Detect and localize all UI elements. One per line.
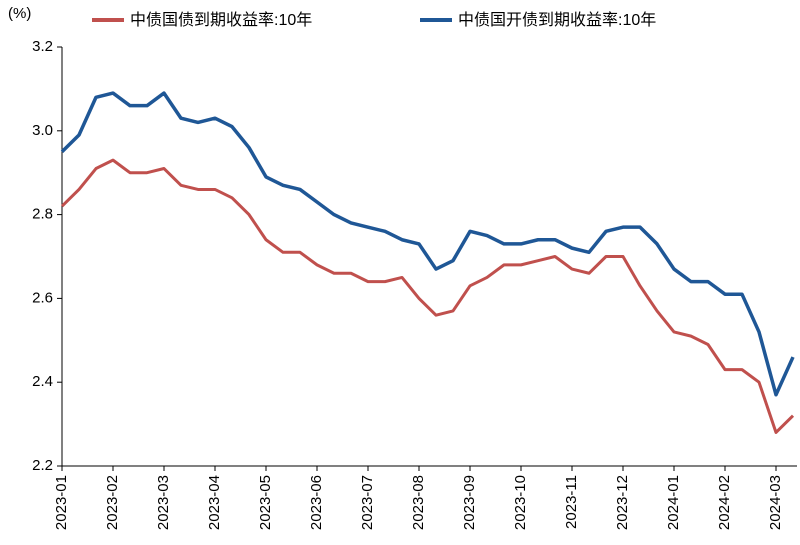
x-tick-label: 2023-04 [206,475,223,530]
x-tick-label: 2023-01 [53,475,70,530]
x-tick-label: 2024-02 [716,475,733,530]
x-tick-label: 2023-03 [155,475,172,530]
y-tick-label: 2.6 [32,289,53,306]
y-axis-label: (%) [8,5,31,22]
legend-label: 中债国开债到期收益率:10年 [458,11,656,29]
x-tick-label: 2023-02 [104,475,121,530]
x-tick-label: 2023-10 [512,475,529,530]
x-tick-label: 2023-11 [563,475,580,529]
x-tick-label: 2023-05 [257,475,274,530]
y-tick-label: 3.0 [32,122,53,139]
x-tick-label: 2023-09 [461,475,478,530]
line-series [60,91,795,397]
x-tick-label: 2023-12 [614,475,631,530]
x-tick-label: 2024-01 [665,475,682,530]
x-tick-label: 2023-07 [359,475,376,530]
x-tick-label: 2024-03 [767,475,784,530]
y-tick-label: 2.8 [32,206,53,223]
y-tick-label: 2.4 [32,373,53,390]
y-tick-label: 2.2 [32,457,53,474]
line-series [60,158,795,434]
legend-label: 中债国债到期收益率:10年 [130,11,312,29]
y-tick-label: 3.2 [32,38,53,55]
x-tick-label: 2023-06 [308,475,325,530]
x-tick-label: 2023-08 [410,475,427,530]
